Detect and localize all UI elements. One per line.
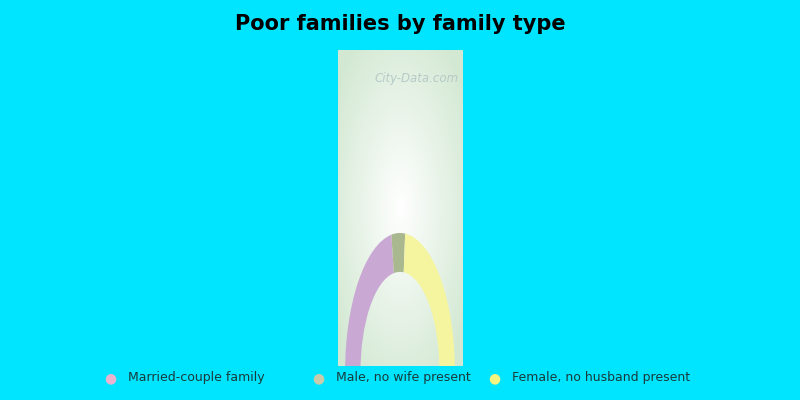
Text: ●: ● xyxy=(488,371,501,385)
Wedge shape xyxy=(391,233,405,273)
Text: Married-couple family: Married-couple family xyxy=(128,372,265,384)
Text: Poor families by family type: Poor families by family type xyxy=(234,14,566,34)
Wedge shape xyxy=(345,235,394,372)
Text: Female, no husband present: Female, no husband present xyxy=(512,372,690,384)
Text: City-Data.com: City-Data.com xyxy=(374,72,458,85)
Text: Male, no wife present: Male, no wife present xyxy=(336,372,470,384)
Text: ●: ● xyxy=(104,371,117,385)
Text: ●: ● xyxy=(312,371,325,385)
Wedge shape xyxy=(404,234,455,372)
